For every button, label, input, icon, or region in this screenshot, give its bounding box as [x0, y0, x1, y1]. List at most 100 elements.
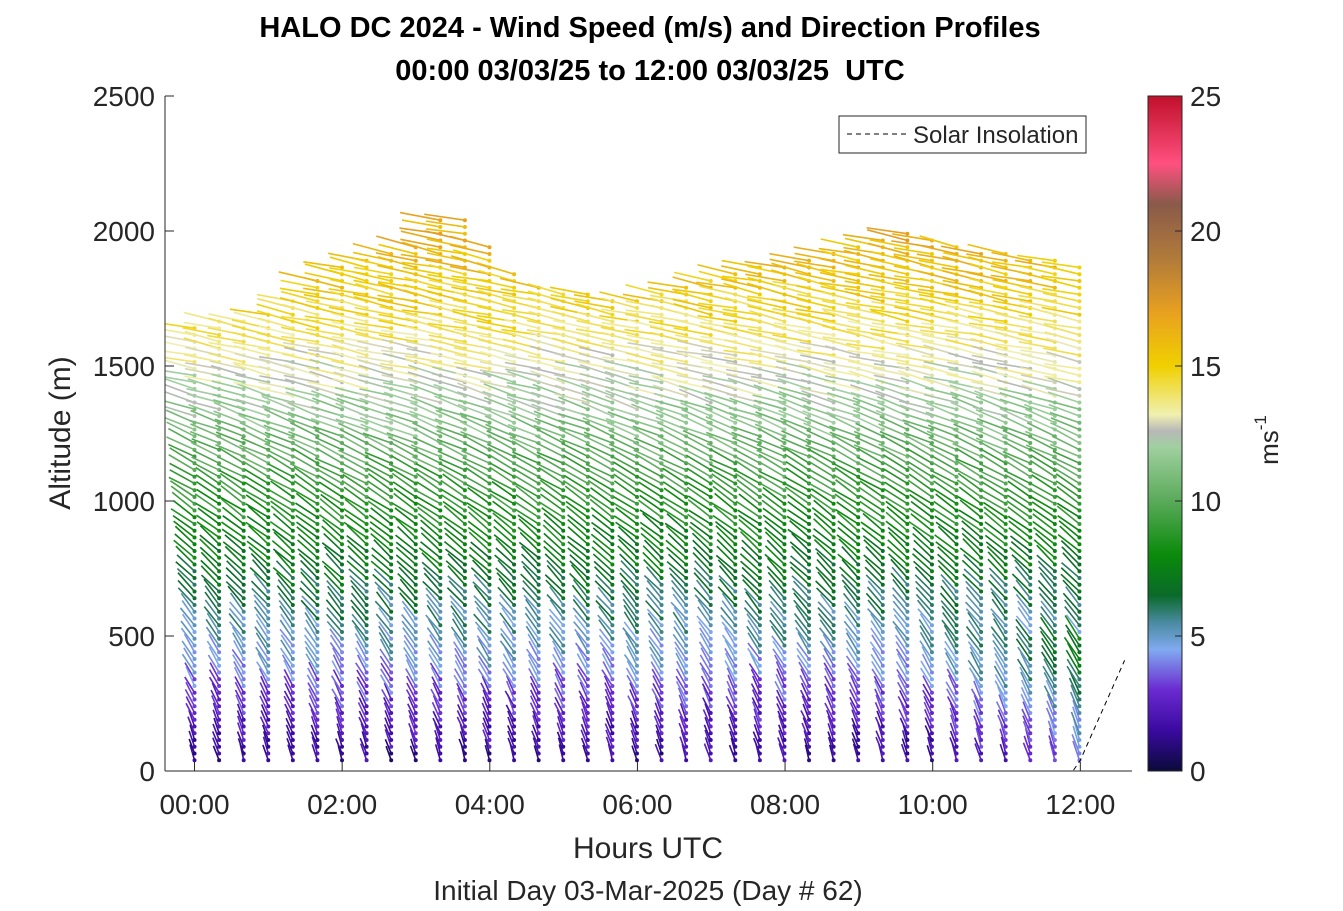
- wind-barb-head: [315, 515, 320, 520]
- wind-barb-head: [684, 562, 689, 567]
- wind-barb: [931, 473, 957, 491]
- wind-barb-head: [241, 650, 246, 655]
- wind-barb: [556, 377, 589, 390]
- wind-barb: [724, 291, 761, 302]
- wind-barb: [810, 488, 835, 505]
- wind-barb-head: [462, 704, 467, 709]
- wind-barb: [769, 606, 786, 626]
- wind-barb-head: [315, 562, 320, 567]
- wind-barb: [601, 653, 614, 673]
- wind-barb: [773, 322, 810, 329]
- wind-barb: [205, 626, 220, 646]
- wind-barb: [197, 507, 220, 525]
- wind-barb: [385, 412, 417, 424]
- wind-barb-head: [684, 629, 689, 634]
- wind-barb-head: [192, 501, 197, 506]
- wind-barb-head: [733, 623, 738, 628]
- wind-barb: [465, 466, 490, 485]
- wind-barb-head: [389, 677, 394, 682]
- wind-barb: [925, 411, 957, 424]
- wind-barb-head: [954, 697, 959, 702]
- wind-barb-head: [217, 501, 222, 506]
- wind-barb-head: [856, 717, 861, 722]
- wind-barb: [929, 443, 957, 458]
- wind-barb: [949, 722, 958, 741]
- wind-barb: [937, 525, 958, 545]
- wind-barb-head: [831, 589, 836, 594]
- wind-barb: [183, 633, 196, 653]
- wind-barb: [293, 508, 318, 525]
- wind-barb: [724, 660, 737, 680]
- wind-barb: [549, 614, 564, 633]
- wind-barb: [501, 308, 539, 316]
- wind-barb-head: [610, 731, 615, 736]
- wind-barb-head: [241, 731, 246, 736]
- wind-barb-head: [1003, 663, 1008, 668]
- wind-barb-head: [929, 656, 934, 661]
- wind-barb-head: [290, 656, 295, 661]
- wind-barb: [574, 614, 589, 633]
- wind-barb-head: [512, 359, 517, 364]
- wind-barb: [451, 618, 466, 640]
- wind-barb-head: [217, 427, 222, 432]
- wind-barb: [481, 722, 491, 741]
- wind-barb: [589, 498, 613, 518]
- wind-barb: [974, 390, 1006, 404]
- wind-barb-head: [634, 650, 639, 655]
- wind-barb: [947, 344, 982, 356]
- wind-barb-head: [389, 380, 394, 385]
- wind-barb: [269, 520, 294, 539]
- wind-barb: [289, 462, 318, 478]
- wind-barb-head: [880, 521, 885, 526]
- wind-barb-head: [561, 494, 566, 499]
- wind-barb: [507, 710, 515, 727]
- wind-barb: [452, 641, 466, 660]
- wind-barb-head: [438, 710, 443, 715]
- wind-barb: [502, 620, 515, 640]
- wind-barb-head: [954, 629, 959, 634]
- wind-barb: [813, 512, 835, 532]
- wind-barb: [987, 558, 1007, 579]
- wind-barb: [731, 431, 761, 444]
- wind-barb: [859, 500, 884, 518]
- wind-barb: [664, 522, 687, 539]
- wind-barb-head: [585, 596, 590, 601]
- wind-barb: [375, 613, 392, 633]
- wind-barb: [653, 715, 663, 734]
- wind-barb: [737, 509, 761, 525]
- wind-barb-head: [192, 589, 197, 594]
- wind-barb-head: [979, 663, 984, 668]
- wind-barb-head: [905, 643, 910, 648]
- wind-barb-head: [241, 737, 246, 742]
- wind-barb-head: [487, 515, 492, 520]
- wind-barb-head: [217, 555, 222, 560]
- wind-barb: [845, 264, 883, 275]
- wind-barb: [529, 689, 540, 707]
- wind-barb: [701, 365, 736, 377]
- wind-barb: [456, 366, 490, 377]
- wind-barb: [673, 626, 687, 646]
- wind-barb-head: [315, 744, 320, 749]
- wind-barb: [353, 321, 392, 329]
- wind-barb-head: [634, 697, 639, 702]
- wind-barb: [235, 374, 269, 383]
- wind-barb: [408, 723, 417, 741]
- wind-barb: [383, 724, 392, 741]
- wind-barb: [220, 498, 245, 518]
- wind-barb: [246, 515, 269, 532]
- wind-barb: [237, 722, 245, 741]
- wind-barb-head: [634, 326, 639, 331]
- wind-barb-head: [757, 697, 762, 702]
- wind-barb: [797, 293, 834, 302]
- wind-barb-head: [905, 245, 910, 250]
- wind-barb-head: [462, 636, 467, 641]
- wind-barb-head: [634, 575, 639, 580]
- wind-barb: [891, 566, 908, 586]
- wind-barb-head: [708, 548, 713, 553]
- wind-barb-head: [290, 683, 295, 688]
- wind-barb: [777, 377, 810, 390]
- wind-barb: [362, 432, 392, 444]
- wind-barb-head: [782, 440, 787, 445]
- wind-barb-head: [561, 731, 566, 736]
- wind-barb: [853, 444, 884, 458]
